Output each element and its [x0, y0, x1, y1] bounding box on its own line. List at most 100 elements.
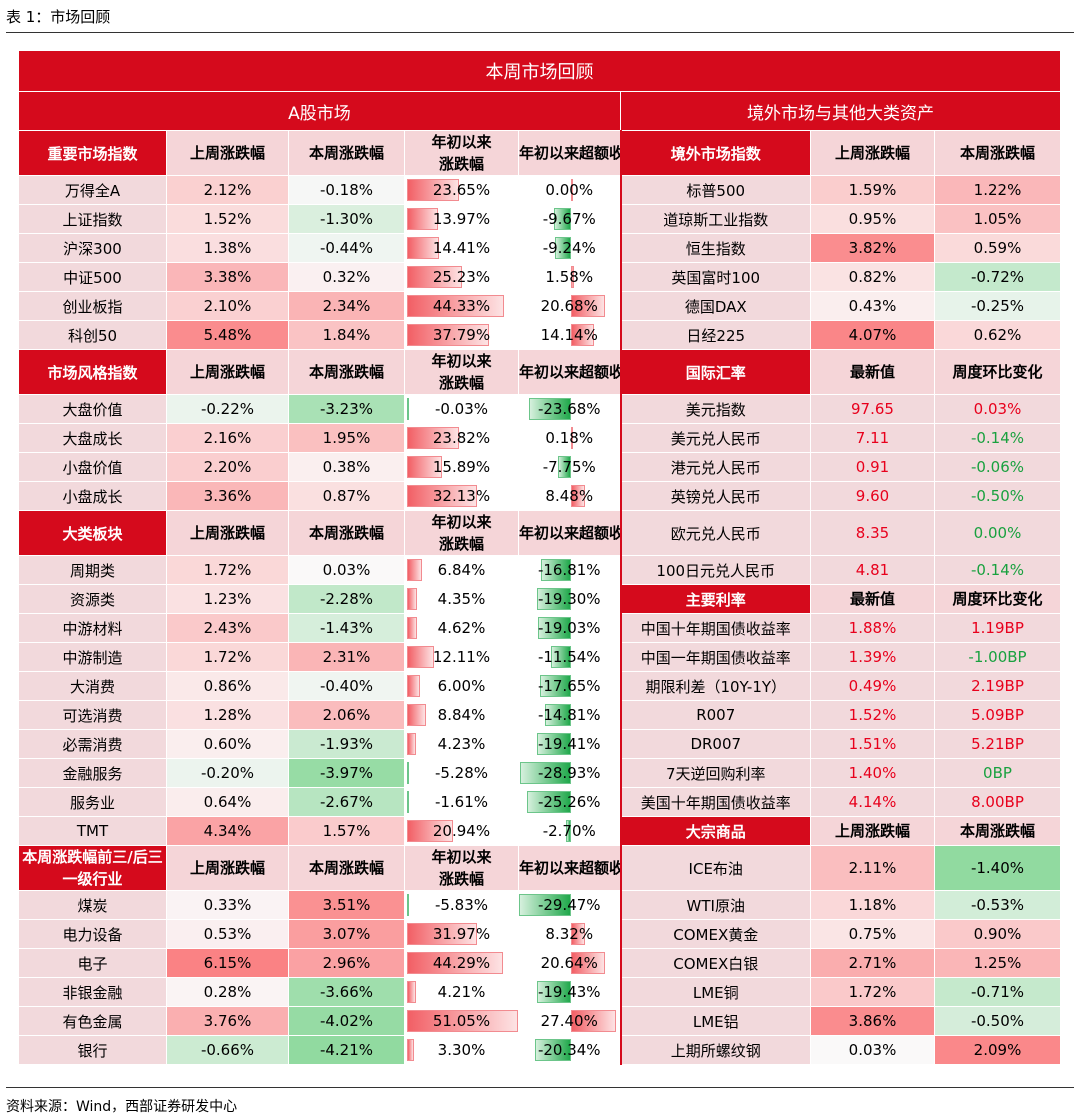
this-week-cell: 1.57%	[288, 816, 405, 846]
right-value-a: 0.49%	[810, 671, 935, 701]
last-week-cell: 4.34%	[166, 816, 289, 846]
ytd-cell-text: 23.65%	[432, 181, 491, 199]
excess-cell-bar	[571, 295, 606, 317]
right-value-b: -0.71%	[934, 977, 1061, 1007]
excess-cell: -19.03%	[518, 613, 621, 643]
right-value-a: 1.72%	[810, 977, 935, 1007]
last-week-cell-text: 0.86%	[203, 677, 252, 695]
col-header-this_week: 本周涨跌幅	[288, 845, 405, 891]
ytd-cell: 31.97%	[404, 919, 519, 949]
right-value-b-text: 0.62%	[973, 326, 1022, 344]
ytd-cell-text: 44.29%	[432, 954, 491, 972]
right-col-header: 最新值	[810, 584, 935, 614]
this-week-cell-text: -2.67%	[319, 793, 374, 811]
last-week-cell: 2.43%	[166, 613, 289, 643]
right-value-b: 0.62%	[934, 320, 1061, 350]
excess-cell-text: -17.65%	[537, 677, 601, 695]
last-week-cell: 2.10%	[166, 291, 289, 321]
this-week-cell: -0.40%	[288, 671, 405, 701]
right-value-b-text: 2.09%	[973, 1041, 1022, 1059]
excess-cell-text: 27.40%	[540, 1012, 598, 1030]
excess-cell: 27.40%	[518, 1006, 621, 1036]
ytd-cell-text: -5.28%	[434, 764, 489, 782]
excess-cell: -11.54%	[518, 642, 621, 672]
table-row: 必需消费 0.60% -1.93% 4.23% -19.41% DR007 1.51% 5.2…	[18, 729, 1061, 759]
right-value-a-text: 0.82%	[848, 268, 897, 286]
ytd-cell: -0.03%	[404, 394, 519, 424]
bottom-rule	[6, 1087, 1074, 1088]
ytd-cell: 4.23%	[404, 729, 519, 759]
this-week-cell: -1.30%	[288, 204, 405, 234]
row-label: 中证500	[18, 262, 167, 292]
table-row: 煤炭 0.33% 3.51% -5.83% -29.47% WTI原油 1.18% -0.53…	[18, 890, 1061, 920]
right-row-label: R007	[619, 700, 811, 730]
right-value-b-text: 1.22%	[973, 181, 1022, 199]
row-label: 创业板指	[18, 291, 167, 321]
right-row-label: COMEX黄金	[619, 919, 811, 949]
ytd-cell-text: -1.61%	[434, 793, 489, 811]
excess-cell-text: 20.64%	[540, 954, 598, 972]
ytd-cell-text: 23.82%	[432, 429, 491, 447]
market-review-table-wrap: 本周市场回顾 A股市场 境外市场与其他大类资产 重要市场指数 上周涨跌幅 本周涨跌幅 年初以…	[18, 50, 1061, 1065]
table-row: 沪深300 1.38% -0.44% 14.41% -9.24% 恒生指数 3.82% 0.5…	[18, 233, 1061, 263]
ytd-cell-text: 8.84%	[437, 706, 486, 724]
col-header-excess-text: 年初以来超额收益	[519, 524, 620, 542]
ytd-cell: 6.84%	[404, 555, 519, 585]
right-value-a: 1.39%	[810, 642, 935, 672]
row-label: 大消费	[18, 671, 167, 701]
excess-cell: -19.30%	[518, 584, 621, 614]
right-row-label: 期限利差（10Y-1Y）	[619, 671, 811, 701]
table-row: 上证指数 1.52% -1.30% 13.97% -9.67% 道琼斯工业指数 0.95% 1…	[18, 204, 1061, 234]
ytd-cell-bar	[407, 981, 417, 1003]
this-week-cell-text: -1.43%	[319, 619, 374, 637]
top-rule	[6, 32, 1074, 33]
excess-cell-text: 1.58%	[545, 268, 594, 286]
last-week-cell-text: 2.43%	[203, 619, 252, 637]
excess-cell-bar	[571, 427, 574, 449]
excess-cell-text: -23.68%	[537, 400, 601, 418]
this-week-cell-text: 0.03%	[322, 561, 371, 579]
row-label: 必需消费	[18, 729, 167, 759]
excess-cell: 0.00%	[518, 175, 621, 205]
last-week-cell: 0.86%	[166, 671, 289, 701]
ytd-cell-bar	[407, 952, 504, 974]
col-header-excess-text: 年初以来超额收益	[519, 144, 620, 162]
ytd-cell: 44.33%	[404, 291, 519, 321]
this-week-cell-text: 2.31%	[322, 648, 371, 666]
ytd-cell-bar	[407, 295, 504, 317]
excess-cell: -9.24%	[518, 233, 621, 263]
excess-cell-bar	[571, 266, 574, 288]
ytd-cell-bar	[407, 559, 423, 581]
right-row-label: COMEX白银	[619, 948, 811, 978]
ytd-cell: 23.65%	[404, 175, 519, 205]
ytd-cell: 3.30%	[404, 1035, 519, 1065]
excess-cell-bar	[557, 456, 572, 478]
right-value-a: 1.88%	[810, 613, 935, 643]
last-week-cell-text: 0.60%	[203, 735, 252, 753]
table-caption: 表 1：市场回顾	[6, 8, 111, 26]
right-value-a: 7.11	[810, 423, 935, 453]
last-week-cell-text: 1.38%	[203, 239, 252, 257]
ytd-cell-bar	[407, 1010, 518, 1032]
excess-cell-bar	[571, 485, 586, 507]
excess-cell: 14.14%	[518, 320, 621, 350]
right-value-b: -0.72%	[934, 262, 1061, 292]
right-value-a: 1.51%	[810, 729, 935, 759]
ytd-cell-text: 6.84%	[437, 561, 486, 579]
this-week-cell: -1.93%	[288, 729, 405, 759]
excess-cell-bar	[571, 324, 595, 346]
last-week-cell-text: -0.66%	[200, 1041, 255, 1059]
right-section-title: 国际汇率	[619, 349, 811, 395]
this-week-cell-text: 0.38%	[322, 458, 371, 476]
right-value-a-text: 1.18%	[848, 896, 897, 914]
right-value-b-text: -0.53%	[970, 896, 1025, 914]
col-header-this_week-text: 本周涨跌幅	[308, 859, 384, 877]
this-week-cell-text: -3.23%	[319, 400, 374, 418]
right-value-b-text: 0.59%	[973, 239, 1022, 257]
last-week-cell: 1.38%	[166, 233, 289, 263]
right-value-a: 1.18%	[810, 890, 935, 920]
ytd-cell: 51.05%	[404, 1006, 519, 1036]
this-week-cell-text: 1.95%	[322, 429, 371, 447]
excess-cell: -28.93%	[518, 758, 621, 788]
right-col-header: 本周涨跌幅	[934, 130, 1061, 176]
